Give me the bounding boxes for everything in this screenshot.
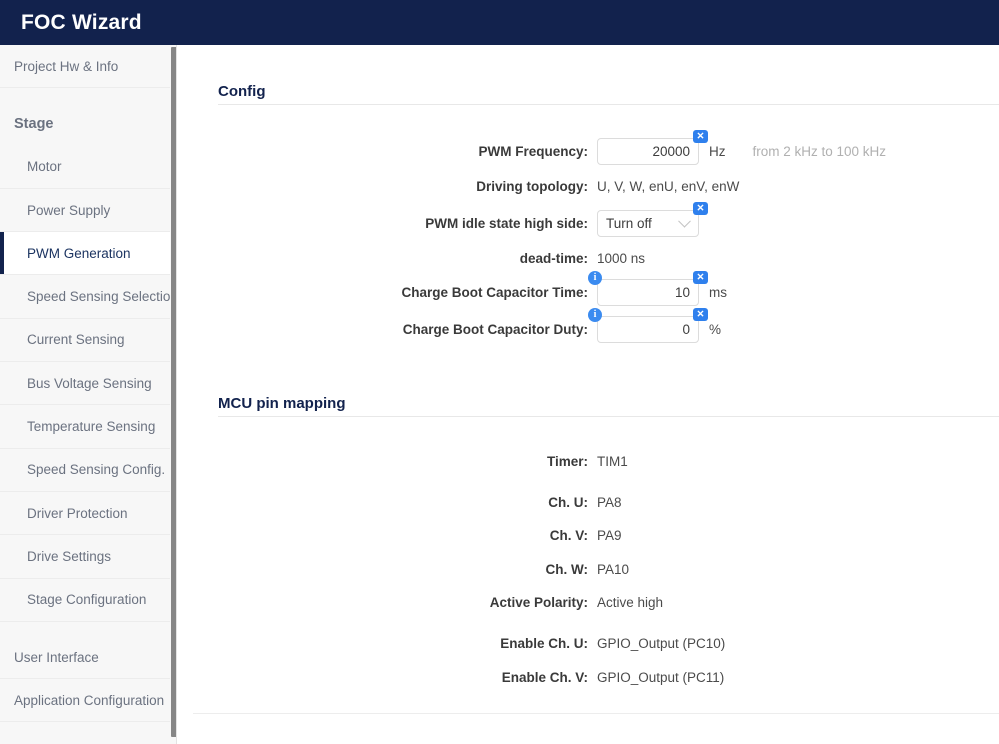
row-ch-w: Ch. W: PA10 — [177, 556, 630, 582]
charge-boot-time-label: Charge Boot Capacitor Time: — [401, 284, 588, 300]
charge-boot-duty-input[interactable] — [597, 315, 699, 343]
sidebar-spacer-2 — [0, 621, 176, 636]
sidebar-item-application-configuration[interactable]: Application Configuration — [0, 679, 176, 723]
pin-mapping-section-divider — [218, 416, 999, 417]
row-enable-ch-u: Enable Ch. U: GPIO_Output (PC10) — [177, 630, 725, 656]
row-charge-boot-duty: Charge Boot Capacitor Duty: i ✕ % — [177, 307, 722, 343]
charge-boot-time-field-wrap: i ✕ — [588, 270, 708, 306]
sidebar-item-label: Speed Sensing Selection — [27, 289, 176, 305]
dead-time-value: 1000 ns — [597, 250, 646, 266]
charge-boot-duty-label: Charge Boot Capacitor Duty: — [402, 321, 588, 337]
app-title: FOC Wizard — [21, 10, 142, 34]
sidebar-item-label: Application Configuration — [14, 692, 165, 708]
sidebar-item-label: Drive Settings — [27, 548, 112, 564]
main-content: Config PWM Frequency: ✕ Hz from 2 kHz to… — [176, 45, 999, 744]
charge-boot-time-input[interactable] — [597, 278, 699, 306]
row-pwm-frequency: PWM Frequency: ✕ Hz from 2 kHz to 100 kH… — [177, 129, 887, 165]
row-active-polarity: Active Polarity: Active high — [177, 589, 663, 615]
charge-boot-duty-unit: % — [709, 321, 722, 337]
info-icon[interactable]: i — [588, 270, 602, 285]
enable-ch-v-value: GPIO_Output (PC11) — [597, 669, 725, 685]
charge-boot-time-unit: ms — [709, 284, 727, 300]
sidebar-item-user-interface[interactable]: User Interface — [0, 635, 176, 680]
sidebar-spacer — [0, 88, 176, 103]
enable-ch-v-label: Enable Ch. V: — [501, 669, 588, 685]
pwm-idle-state-value: Turn off — [606, 215, 652, 231]
timer-label: Timer: — [546, 453, 588, 469]
pwm-frequency-label: PWM Frequency: — [478, 143, 588, 159]
sidebar-item-current-sensing[interactable]: Current Sensing — [0, 318, 176, 363]
sidebar-item-motor[interactable]: Motor — [0, 145, 176, 189]
config-section-title: Config — [218, 83, 266, 100]
pwm-frequency-unit: Hz — [709, 143, 726, 159]
dead-time-label: dead-time: — [519, 250, 588, 266]
sidebar-item-label: Power Supply — [27, 202, 111, 218]
sidebar-group-label: Stage — [14, 115, 54, 132]
sidebar-item-speed-sensing-config[interactable]: Speed Sensing Config. — [0, 448, 176, 492]
driving-topology-value: U, V, W, enU, enV, enW — [597, 178, 740, 194]
config-section-divider — [218, 104, 999, 105]
ch-v-label: Ch. V: — [549, 527, 588, 543]
pwm-frequency-field-wrap: ✕ — [597, 129, 708, 165]
pwm-idle-state-field-wrap: Turn off ✕ — [597, 201, 708, 237]
enable-ch-u-value: GPIO_Output (PC10) — [597, 635, 726, 651]
charge-boot-duty-field-wrap: i ✕ — [588, 307, 708, 343]
pwm-frequency-input[interactable] — [597, 137, 699, 165]
sidebar-item-power-supply[interactable]: Power Supply — [0, 188, 176, 233]
pwm-idle-state-select[interactable]: Turn off — [597, 209, 699, 237]
row-ch-u: Ch. U: PA8 — [177, 489, 622, 515]
app-header: FOC Wizard — [0, 0, 999, 45]
sidebar-item-label: User Interface — [14, 649, 99, 665]
sidebar-item-label: Bus Voltage Sensing — [27, 375, 152, 391]
sidebar-item-drive-settings[interactable]: Drive Settings — [0, 535, 176, 579]
row-dead-time: dead-time: 1000 ns — [177, 245, 645, 271]
info-icon[interactable]: i — [588, 307, 602, 322]
sidebar-item-pwm-generation[interactable]: PWM Generation — [0, 232, 176, 276]
driving-topology-label: Driving topology: — [476, 178, 588, 194]
close-icon[interactable]: ✕ — [693, 129, 708, 143]
ch-u-label: Ch. U: — [548, 494, 588, 510]
ch-u-value: PA8 — [597, 494, 622, 510]
ch-w-label: Ch. W: — [545, 561, 589, 577]
row-pwm-idle-state: PWM idle state high side: Turn off ✕ — [177, 201, 708, 237]
sidebar-group-stage: Stage — [0, 102, 176, 146]
sidebar-item-label: Temperature Sensing — [27, 419, 156, 435]
sidebar-item-bus-voltage-sensing[interactable]: Bus Voltage Sensing — [0, 362, 176, 406]
timer-value: TIM1 — [597, 453, 628, 469]
row-ch-v: Ch. V: PA9 — [177, 522, 622, 548]
sidebar-item-temperature-sensing[interactable]: Temperature Sensing — [0, 405, 176, 449]
enable-ch-u-label: Enable Ch. U: — [500, 635, 588, 651]
sidebar-item-stage-configuration[interactable]: Stage Configuration — [0, 578, 176, 622]
sidebar: Project Hw & Info Stage Motor Power Supp… — [0, 45, 176, 744]
ch-w-value: PA10 — [597, 561, 630, 577]
active-polarity-value: Active high — [597, 594, 664, 610]
sidebar-item-project-hw-info[interactable]: Project Hw & Info — [0, 45, 176, 89]
ch-v-value: PA9 — [597, 527, 622, 543]
body-wrapper: Project Hw & Info Stage Motor Power Supp… — [0, 45, 999, 744]
pwm-idle-state-label: PWM idle state high side: — [425, 215, 588, 231]
bottom-divider — [193, 713, 999, 714]
sidebar-item-label: Current Sensing — [27, 332, 125, 348]
sidebar-item-label: Speed Sensing Config. — [27, 462, 166, 478]
row-enable-ch-v: Enable Ch. V: GPIO_Output (PC11) — [177, 664, 725, 690]
close-icon[interactable]: ✕ — [693, 270, 708, 284]
row-driving-topology: Driving topology: U, V, W, enU, enV, enW — [177, 173, 739, 199]
close-icon[interactable]: ✕ — [693, 201, 708, 215]
pwm-frequency-hint: from 2 kHz to 100 kHz — [752, 143, 887, 159]
sidebar-scrollbar-thumb[interactable] — [171, 47, 176, 737]
row-timer: Timer: TIM1 — [177, 448, 628, 474]
sidebar-item-driver-protection[interactable]: Driver Protection — [0, 491, 176, 536]
sidebar-item-label: Stage Configuration — [27, 592, 147, 608]
close-icon[interactable]: ✕ — [693, 307, 708, 321]
sidebar-item-label: PWM Generation — [27, 245, 131, 261]
sidebar-item-label: Project Hw & Info — [14, 58, 119, 74]
chevron-down-icon — [678, 214, 691, 228]
row-charge-boot-time: Charge Boot Capacitor Time: i ✕ ms — [177, 270, 727, 306]
sidebar-item-label: Driver Protection — [27, 505, 128, 521]
sidebar-item-speed-sensing-selection[interactable]: Speed Sensing Selection — [0, 275, 176, 319]
active-polarity-label: Active Polarity: — [489, 594, 588, 610]
pin-mapping-section-title: MCU pin mapping — [218, 395, 346, 412]
sidebar-item-label: Motor — [27, 159, 62, 175]
